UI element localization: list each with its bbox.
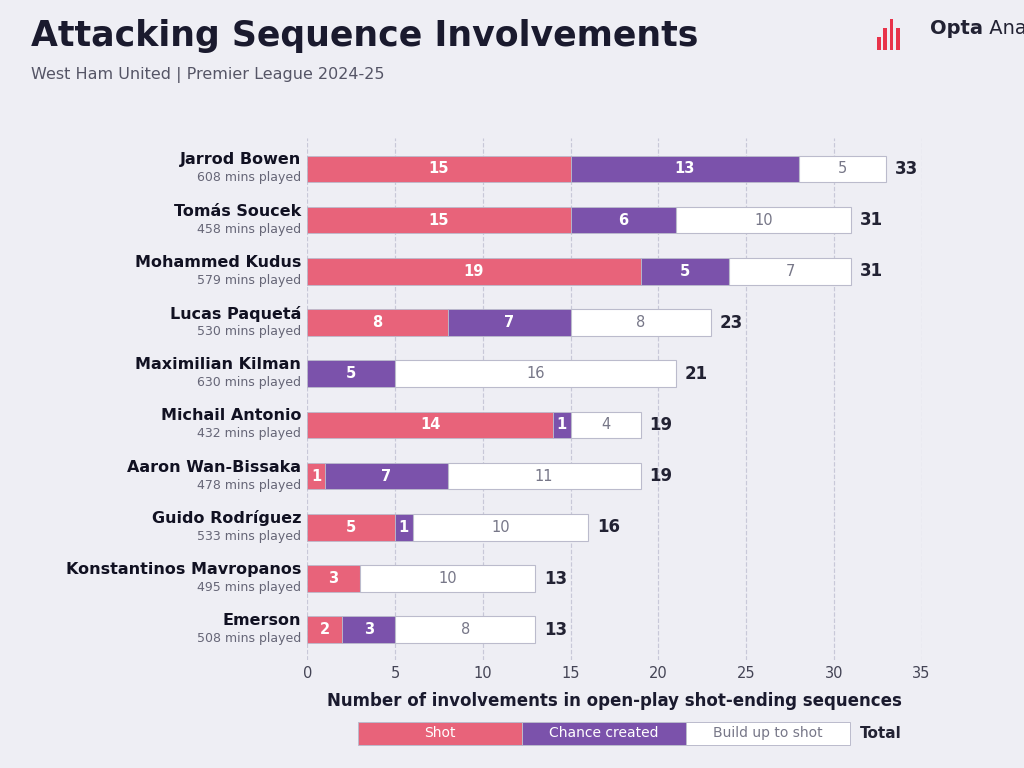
Text: 19: 19 (649, 416, 673, 434)
Text: Attacking Sequence Involvements: Attacking Sequence Involvements (31, 19, 698, 53)
Text: 5: 5 (838, 161, 847, 177)
Text: Michail Antonio: Michail Antonio (161, 409, 301, 423)
Bar (307, 207, 570, 233)
Bar (728, 258, 851, 285)
Bar (307, 360, 395, 387)
Text: 630 mins played: 630 mins played (197, 376, 301, 389)
Text: 6: 6 (618, 213, 629, 227)
Text: 31: 31 (860, 263, 884, 280)
Text: 8: 8 (461, 622, 470, 637)
Bar (570, 412, 641, 439)
Text: 608 mins played: 608 mins played (197, 171, 301, 184)
Text: Konstantinos Mavropanos: Konstantinos Mavropanos (66, 562, 301, 577)
Text: 7: 7 (504, 315, 514, 330)
Text: Analyst: Analyst (983, 19, 1024, 38)
Bar (307, 412, 553, 439)
Text: West Ham United | Premier League 2024-25: West Ham United | Premier League 2024-25 (31, 67, 384, 83)
Text: 13: 13 (675, 161, 695, 177)
Text: 2: 2 (319, 622, 330, 637)
Text: 5: 5 (346, 366, 356, 381)
Text: 15: 15 (429, 213, 450, 227)
Bar (307, 156, 570, 182)
Bar (883, 28, 887, 50)
Text: 13: 13 (544, 570, 567, 588)
Bar (570, 156, 799, 182)
Text: 579 mins played: 579 mins played (197, 274, 301, 286)
Text: 11: 11 (535, 468, 553, 484)
Text: Total: Total (860, 726, 902, 741)
Text: 8: 8 (636, 315, 645, 330)
Bar (325, 463, 447, 489)
Text: 458 mins played: 458 mins played (197, 223, 301, 236)
Text: 7: 7 (381, 468, 391, 484)
Text: 530 mins played: 530 mins played (197, 325, 301, 338)
Text: 3: 3 (364, 622, 374, 637)
Text: 33: 33 (895, 160, 919, 178)
Text: 7: 7 (785, 264, 795, 279)
Text: Guido Rodríguez: Guido Rodríguez (152, 511, 301, 526)
Bar (307, 463, 325, 489)
Text: Lucas Paquetá: Lucas Paquetá (170, 306, 301, 322)
Text: 5: 5 (680, 264, 690, 279)
Text: 432 mins played: 432 mins played (198, 428, 301, 440)
Bar (641, 258, 728, 285)
Bar (413, 514, 588, 541)
Text: 1: 1 (557, 418, 567, 432)
Text: 1: 1 (398, 520, 409, 535)
Bar (307, 258, 641, 285)
Bar (447, 310, 570, 336)
Text: 19: 19 (464, 264, 484, 279)
Text: Chance created: Chance created (550, 727, 658, 740)
Bar (570, 207, 676, 233)
Bar (395, 360, 676, 387)
Bar (359, 565, 536, 592)
Text: 23: 23 (720, 313, 743, 332)
Text: 508 mins played: 508 mins played (197, 632, 301, 645)
Bar (342, 617, 395, 643)
Text: 10: 10 (490, 520, 510, 535)
Text: Aaron Wan-Bissaka: Aaron Wan-Bissaka (127, 460, 301, 475)
Text: 31: 31 (860, 211, 884, 229)
Text: 4: 4 (601, 418, 610, 432)
Bar (553, 412, 570, 439)
Bar (307, 617, 342, 643)
Text: 533 mins played: 533 mins played (197, 530, 301, 543)
Bar (896, 28, 900, 50)
Text: Opta: Opta (930, 19, 983, 38)
Text: 8: 8 (373, 315, 383, 330)
Text: 3: 3 (329, 571, 339, 586)
Bar (395, 514, 413, 541)
Text: 21: 21 (685, 365, 708, 382)
Bar (877, 38, 881, 50)
Bar (307, 310, 447, 336)
Text: Shot: Shot (425, 727, 456, 740)
Text: 1: 1 (311, 468, 322, 484)
Text: 10: 10 (438, 571, 457, 586)
Text: Mohammed Kudus: Mohammed Kudus (135, 255, 301, 270)
Bar (676, 207, 851, 233)
Bar (890, 18, 893, 50)
Bar (799, 156, 887, 182)
Bar (307, 514, 395, 541)
Bar (395, 617, 536, 643)
Text: 16: 16 (597, 518, 620, 536)
Text: 10: 10 (755, 213, 773, 227)
Text: 19: 19 (649, 467, 673, 485)
Text: 14: 14 (420, 418, 440, 432)
Text: Build up to shot: Build up to shot (713, 727, 823, 740)
Text: Emerson: Emerson (222, 614, 301, 628)
Text: 16: 16 (526, 366, 545, 381)
Text: 15: 15 (429, 161, 450, 177)
Text: 13: 13 (544, 621, 567, 639)
Bar (570, 310, 711, 336)
Bar (447, 463, 641, 489)
Text: 478 mins played: 478 mins played (197, 478, 301, 492)
Text: 5: 5 (346, 520, 356, 535)
Text: 495 mins played: 495 mins played (197, 581, 301, 594)
Text: Tomás Soucek: Tomás Soucek (174, 204, 301, 219)
Text: Maximilian Kilman: Maximilian Kilman (135, 357, 301, 372)
X-axis label: Number of involvements in open-play shot-ending sequences: Number of involvements in open-play shot… (327, 692, 902, 710)
Bar (307, 565, 359, 592)
Text: Jarrod Bowen: Jarrod Bowen (180, 153, 301, 167)
